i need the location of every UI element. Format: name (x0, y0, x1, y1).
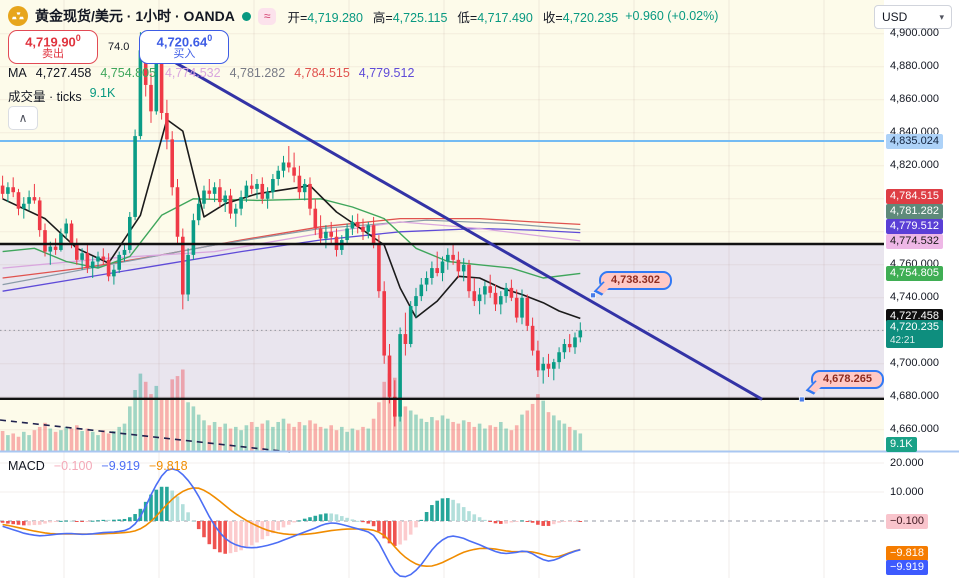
ohlc-item: 收=4,720.235 (542, 10, 619, 25)
sell-price-sup: 0 (75, 32, 81, 43)
currency-dropdown[interactable]: USD ▾ (874, 5, 952, 29)
axis-price-badge: 4,781.282 (886, 203, 943, 219)
ohlc-item: 开=4,719.280 (287, 10, 363, 25)
price-axis[interactable]: 4,900.000 4,880.000 4,860.000 4,840.000 4,82… (884, 0, 959, 578)
ohlc-item: 高=4,725.115 (372, 10, 448, 25)
buy-label: 买入 (173, 47, 196, 60)
axis-price-badge: 9.1K (886, 436, 917, 452)
axis-price-badge: 4,835.024 (886, 133, 943, 149)
change-value: +0.960 (+0.02%) (625, 9, 719, 23)
axis-price-badge: 4,774.532 (886, 233, 943, 249)
buy-price-sup: 0 (207, 32, 213, 43)
macd-legend[interactable]: MACD −0.100 −9.919 −9.818 (8, 459, 188, 473)
market-status-dot-icon (241, 11, 251, 21)
ma-value: 4,779.512 (358, 66, 415, 80)
macd-legend-label: MACD (8, 459, 45, 473)
sell-price: 4,719.90 (25, 34, 76, 50)
sell-button[interactable]: 4,719.900 卖出 (8, 30, 98, 64)
axis-price-badge: 4,754.805 (886, 265, 943, 281)
ma-value: 4,774.532 (164, 66, 221, 80)
buy-button[interactable]: 4,720.640 买入 (139, 30, 230, 64)
axis-tick-label: 4,700.000 (890, 357, 939, 370)
sell-label: 卖出 (42, 47, 64, 60)
buy-price: 4,720.64 (156, 34, 208, 50)
chart-titlebar: 黄金现货/美元 · 1小时 · OANDA ≈ 开=4,719.280 高=4,7… (8, 6, 718, 26)
axis-price-badge: −9.818 (886, 545, 928, 561)
axis-price-badge: −9.919 (886, 559, 928, 575)
chevron-down-icon: ▾ (939, 11, 944, 22)
spread-value: 74.0 (108, 41, 130, 53)
volume-legend-value: 9.1K (89, 86, 116, 100)
collapse-pane-button[interactable]: ∧ (8, 106, 38, 130)
macd-line-value: −9.919 (101, 459, 140, 473)
ma-value: 4,784.515 (294, 66, 350, 80)
axis-price-badge: −0.100 (886, 513, 928, 529)
symbol-title[interactable]: 黄金现货/美元 · 1小时 · OANDA (35, 8, 235, 24)
axis-tick-label: 4,660.000 (890, 423, 939, 436)
ma-value: 4,781.282 (229, 66, 286, 80)
axis-tick-label: 10.000 (890, 485, 924, 498)
currency-label: USD (882, 10, 908, 24)
axis-tick-label: 20.000 (890, 456, 924, 469)
chevron-up-icon: ∧ (18, 111, 28, 125)
price-callout-4678[interactable]: 4,678.265 (811, 370, 884, 389)
price-callout-4738[interactable]: 4,738.302 (599, 271, 672, 290)
axis-price-badge: 4,720.235 42:21 (886, 320, 943, 348)
approx-badge: ≈ (257, 7, 277, 25)
axis-price-badge: 4,779.512 (886, 218, 943, 234)
ma-legend[interactable]: MA 4,727.458 4,754.805 4,774.532 4,781.282 4… (8, 66, 414, 80)
gold-symbol-logo (8, 6, 28, 26)
trade-buttons-row: 4,719.900 卖出 74.0 4,720.640 买入 (8, 30, 230, 64)
macd-hist-value: −0.100 (53, 459, 93, 473)
ohlc-values: 开=4,719.280 高=4,725.115 低=4,717.490 收=4,720… (287, 7, 618, 26)
axis-tick-label: 4,900.000 (890, 27, 939, 40)
axis-tick-label: 4,680.000 (890, 390, 939, 403)
axis-price-badge: 4,727.458 (886, 308, 943, 324)
axis-price-badge: 4,784.515 (886, 188, 943, 204)
volume-legend-label: 成交量 · ticks (8, 90, 82, 104)
ma-legend-values: 4,727.458 4,754.805 4,774.532 4,781.282 4,78… (36, 66, 415, 80)
axis-tick-label: 4,860.000 (890, 93, 939, 106)
axis-tick-label: 4,740.000 (890, 291, 939, 304)
ma-value: 4,754.805 (100, 66, 156, 80)
ma-value: 4,727.458 (35, 66, 92, 80)
ma-legend-label: MA (8, 66, 27, 80)
ohlc-item: 低=4,717.490 (457, 10, 533, 25)
macd-signal-value: −9.818 (149, 459, 188, 473)
axis-tick-label: 4,880.000 (890, 60, 939, 73)
volume-legend[interactable]: 成交量 · ticks 9.1K (8, 86, 115, 105)
axis-tick-label: 4,820.000 (890, 159, 939, 172)
